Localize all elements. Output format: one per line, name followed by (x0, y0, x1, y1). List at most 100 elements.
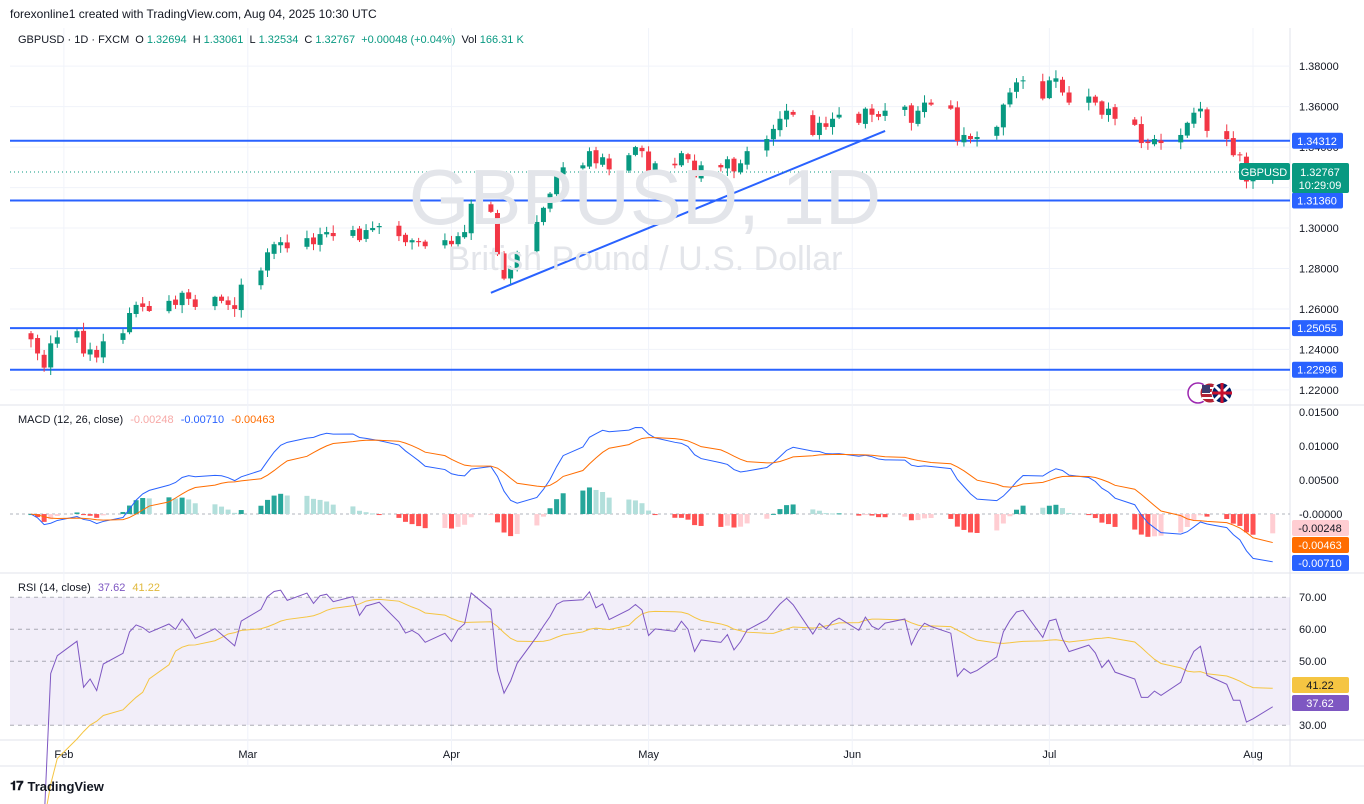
symbol-legend[interactable]: GBPUSD · 1D · FXCM O 1.32694 H 1.33061 L 1.… (18, 34, 527, 46)
time-tick-label: Mar (238, 749, 257, 761)
macd-histogram-bar (376, 514, 382, 516)
candle (724, 159, 730, 169)
candle (862, 108, 868, 124)
macd-histogram-bar (777, 509, 783, 515)
macd-histogram-bar (462, 514, 468, 525)
macd-value-label: -0.00710 (1298, 558, 1341, 570)
macd-histogram-bar (724, 514, 730, 526)
macd-histogram-bar (488, 514, 494, 516)
macd-histogram-bar (363, 512, 369, 515)
candle (744, 151, 750, 165)
macd-tick-label: 0.01000 (1299, 441, 1339, 453)
candle (968, 135, 974, 140)
candle (462, 232, 468, 238)
macd-histogram-bar (554, 499, 560, 515)
macd-histogram-bar (639, 503, 645, 515)
candle (363, 230, 369, 239)
macd-histogram-bar (35, 514, 41, 518)
candle (1197, 108, 1203, 112)
rsi-ma-line (46, 598, 1273, 804)
candle (1099, 101, 1105, 115)
macd-histogram-bar (416, 514, 422, 527)
candle (534, 221, 540, 252)
macd-histogram-bar (882, 514, 888, 518)
price-tick-label: 1.28000 (1299, 263, 1339, 275)
macd-histogram-bar (1014, 509, 1019, 515)
candle (35, 338, 41, 354)
candle (1132, 119, 1138, 125)
macd-histogram-bar (311, 498, 317, 515)
macd-histogram-bar (540, 514, 546, 517)
macd-histogram-bar (1112, 514, 1118, 527)
macd-histogram-bar (284, 495, 290, 515)
macd-histogram-bar (468, 514, 474, 518)
candle (606, 158, 612, 170)
macd-histogram-bar (836, 513, 842, 515)
macd-histogram-bar (764, 514, 770, 519)
macd-histogram-bar (448, 514, 454, 529)
candle (324, 232, 330, 235)
tradingview-brand: TradingView (27, 778, 104, 794)
macd-histogram-bar (534, 514, 540, 526)
candle (311, 237, 317, 245)
candle (540, 207, 546, 223)
chart-header-title: forexonline1 created with TradingView.co… (10, 7, 377, 21)
macd-value-label: -0.00248 (1298, 523, 1341, 535)
candle (1184, 122, 1190, 136)
macd-histogram-bar (179, 497, 185, 515)
macd-histogram-bar (1086, 514, 1092, 516)
macd-histogram-bar (442, 514, 448, 528)
macd-histogram-bar (370, 513, 376, 515)
candle (961, 134, 967, 143)
candle (692, 160, 698, 178)
symbol-badge: GBPUSD (1241, 167, 1288, 179)
candle (370, 228, 376, 231)
candle (146, 305, 152, 311)
macd-histogram-bar (100, 514, 106, 516)
price-badge-bg (1292, 162, 1349, 193)
macd-histogram-bar (422, 514, 428, 529)
macd-histogram-bar (586, 487, 592, 515)
candle (357, 228, 362, 241)
macd-line-value: -0.00710 (180, 414, 225, 426)
macd-value-badge (1292, 555, 1349, 571)
legend-high-label: H (192, 34, 201, 46)
macd-histogram-bar (1191, 514, 1197, 521)
candle (468, 203, 474, 234)
price-badge-value: 1.32767 (1300, 167, 1340, 179)
macd-histogram-bar (455, 514, 461, 527)
candle (830, 118, 836, 128)
macd-histogram-bar (140, 498, 146, 515)
candle (685, 154, 691, 160)
macd-histogram-bar (494, 514, 500, 523)
candle (560, 167, 566, 175)
level-label: 1.22996 (1297, 365, 1337, 377)
candle (179, 292, 185, 306)
macd-histogram-bar (74, 512, 80, 515)
rsi-legend[interactable]: RSI (14, close) 37.62 41.22 (18, 582, 160, 594)
candle (422, 241, 428, 247)
macd-histogram-bar (508, 514, 514, 537)
candle (488, 204, 494, 212)
level-label: 1.25055 (1297, 323, 1337, 335)
macd-histogram-bar (1243, 514, 1249, 533)
candle (416, 241, 422, 243)
tradingview-logo[interactable]: 𝟏𝟕 TradingView (10, 778, 104, 794)
macd-histogram-bar (1092, 514, 1098, 519)
level-label-bg (1292, 192, 1343, 209)
price-tick-label: 1.36000 (1299, 102, 1339, 114)
candle (48, 343, 54, 368)
macd-histogram-bar (87, 514, 93, 516)
macd-value-label: -0.00463 (1298, 540, 1341, 552)
rsi-ma-value: 41.22 (132, 582, 160, 594)
candle (258, 270, 264, 286)
tradingview-mark-icon: 𝟏𝟕 (10, 778, 24, 793)
legend-open-label: O (135, 34, 144, 46)
candle (133, 304, 139, 314)
price-badge-countdown: 10:29:09 (1299, 180, 1342, 192)
candle (508, 268, 514, 279)
macd-histogram-bar (600, 492, 606, 515)
macd-legend[interactable]: MACD (12, 26, close) -0.00248 -0.00710 -… (18, 414, 275, 426)
candle (1204, 109, 1210, 131)
